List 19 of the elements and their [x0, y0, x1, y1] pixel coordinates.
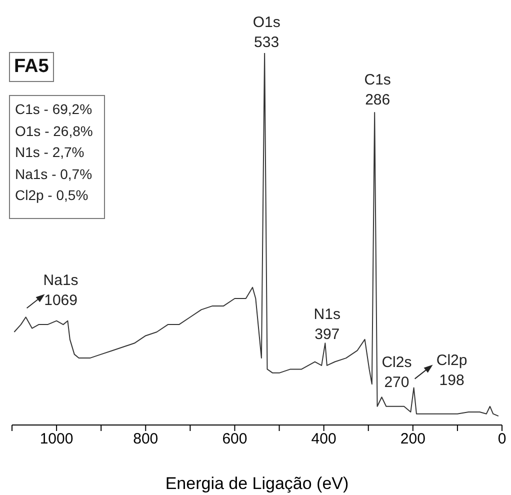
annotation: Cl2s 270: [382, 354, 412, 392]
x-axis-title: Energia de Ligação (eV): [165, 474, 349, 493]
annotation: Na1s - 0,7%: [15, 164, 94, 184]
annotation: Cl2p - 0,5%: [15, 186, 90, 205]
annotation: O1s 533: [252, 14, 280, 51]
annotation: N1s - 2,7%: [15, 143, 86, 162]
x-tick-label: 800: [133, 430, 158, 448]
annotation: C1s 286: [364, 72, 391, 109]
annotation: N1s 397: [314, 306, 340, 344]
chart-title: FA5: [9, 52, 54, 82]
x-tick-label: 600: [222, 430, 248, 448]
x-tick-label: 400: [311, 430, 336, 448]
annotation: C1s - 69,2%: [15, 100, 94, 119]
annotation: Cl2p 198: [436, 352, 468, 389]
x-tick-label: 200: [400, 430, 426, 448]
annotation: Na1s 1069: [43, 272, 78, 310]
x-tick-label: 1000: [40, 430, 74, 448]
annotation: O1s - 26,8%: [15, 122, 94, 140]
x-tick-label: 0: [498, 430, 506, 448]
